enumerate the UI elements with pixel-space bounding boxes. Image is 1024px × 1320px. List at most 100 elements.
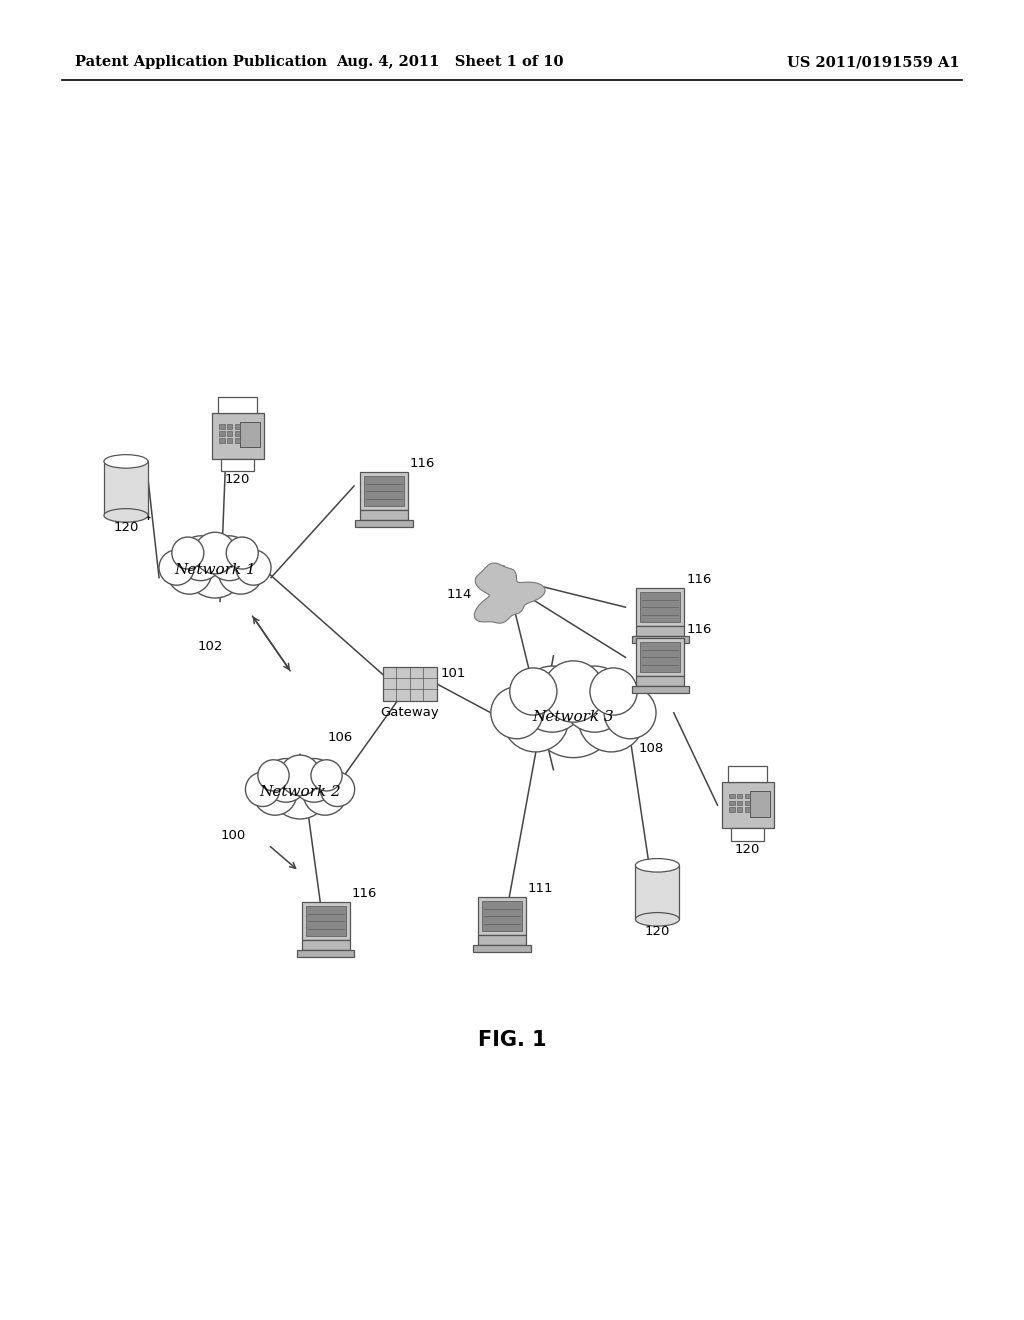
FancyBboxPatch shape (297, 950, 354, 957)
Circle shape (561, 667, 628, 733)
Text: 116: 116 (686, 623, 712, 636)
Bar (227, 432, 232, 436)
Ellipse shape (636, 912, 679, 927)
Text: 114: 114 (446, 587, 472, 601)
FancyBboxPatch shape (751, 792, 770, 817)
FancyBboxPatch shape (640, 643, 681, 672)
Circle shape (303, 771, 347, 816)
Bar (234, 424, 241, 429)
Circle shape (236, 550, 271, 585)
Text: 120: 120 (735, 843, 760, 857)
Circle shape (321, 772, 354, 807)
Text: 102: 102 (198, 640, 223, 653)
Text: 120: 120 (645, 925, 670, 939)
FancyBboxPatch shape (302, 903, 349, 940)
FancyBboxPatch shape (221, 458, 254, 471)
Text: 116: 116 (686, 573, 712, 586)
FancyBboxPatch shape (637, 676, 684, 686)
Circle shape (253, 771, 297, 816)
Bar (219, 438, 224, 442)
Text: 116: 116 (351, 887, 377, 900)
FancyBboxPatch shape (640, 593, 681, 622)
FancyBboxPatch shape (241, 422, 260, 447)
Bar (744, 793, 751, 799)
FancyBboxPatch shape (481, 902, 522, 931)
Bar (219, 424, 224, 429)
Bar (729, 793, 734, 799)
Text: 106: 106 (328, 731, 352, 744)
Ellipse shape (104, 454, 147, 469)
FancyBboxPatch shape (360, 510, 408, 520)
Circle shape (510, 668, 557, 715)
Text: 120: 120 (225, 474, 250, 487)
FancyBboxPatch shape (212, 413, 263, 458)
Bar (744, 808, 751, 812)
Text: Network 3: Network 3 (532, 710, 614, 723)
Circle shape (503, 686, 568, 752)
Ellipse shape (636, 858, 679, 873)
Text: 100: 100 (220, 829, 246, 842)
FancyBboxPatch shape (722, 783, 773, 828)
Circle shape (490, 686, 543, 739)
Text: Network 2: Network 2 (259, 785, 341, 799)
FancyBboxPatch shape (104, 462, 147, 515)
Text: Aug. 4, 2011   Sheet 1 of 10: Aug. 4, 2011 Sheet 1 of 10 (336, 55, 564, 69)
Circle shape (270, 760, 330, 818)
Circle shape (178, 536, 223, 581)
Circle shape (172, 537, 204, 569)
FancyBboxPatch shape (632, 636, 689, 643)
Text: 120: 120 (114, 521, 138, 535)
FancyBboxPatch shape (218, 396, 257, 413)
Text: 101: 101 (440, 667, 466, 680)
FancyBboxPatch shape (478, 898, 525, 935)
Circle shape (292, 759, 336, 803)
Bar (227, 424, 232, 429)
Ellipse shape (104, 508, 147, 523)
FancyBboxPatch shape (355, 520, 413, 527)
FancyBboxPatch shape (731, 828, 764, 841)
FancyBboxPatch shape (636, 866, 679, 919)
Bar (234, 438, 241, 442)
Text: Gateway: Gateway (380, 706, 439, 719)
FancyBboxPatch shape (383, 667, 436, 701)
Circle shape (167, 549, 212, 594)
Circle shape (280, 755, 321, 796)
Circle shape (218, 549, 263, 594)
FancyBboxPatch shape (473, 945, 530, 952)
FancyBboxPatch shape (637, 639, 684, 676)
FancyBboxPatch shape (478, 935, 525, 945)
Circle shape (207, 536, 252, 581)
Bar (744, 801, 751, 805)
Circle shape (604, 686, 656, 739)
Circle shape (195, 532, 236, 574)
Text: FIG. 1: FIG. 1 (477, 1030, 547, 1049)
FancyBboxPatch shape (360, 473, 408, 510)
Circle shape (184, 537, 246, 598)
Bar (234, 432, 241, 436)
Text: 108: 108 (638, 742, 664, 755)
Circle shape (543, 661, 604, 722)
Bar (737, 801, 742, 805)
Circle shape (311, 760, 342, 791)
Text: 104: 104 (127, 511, 153, 524)
Polygon shape (474, 564, 545, 623)
Text: 111: 111 (527, 882, 553, 895)
Circle shape (246, 772, 280, 807)
FancyBboxPatch shape (637, 589, 684, 626)
Circle shape (528, 668, 618, 758)
Bar (729, 808, 734, 812)
FancyBboxPatch shape (632, 686, 689, 693)
Circle shape (264, 759, 308, 803)
FancyBboxPatch shape (305, 907, 346, 936)
Circle shape (258, 760, 289, 791)
Bar (737, 808, 742, 812)
Bar (737, 793, 742, 799)
Circle shape (159, 550, 195, 585)
Text: Patent Application Publication: Patent Application Publication (75, 55, 327, 69)
FancyBboxPatch shape (637, 626, 684, 636)
Circle shape (519, 667, 586, 733)
Text: Network 1: Network 1 (174, 564, 256, 577)
Bar (227, 438, 232, 442)
Bar (729, 801, 734, 805)
FancyBboxPatch shape (364, 477, 404, 506)
